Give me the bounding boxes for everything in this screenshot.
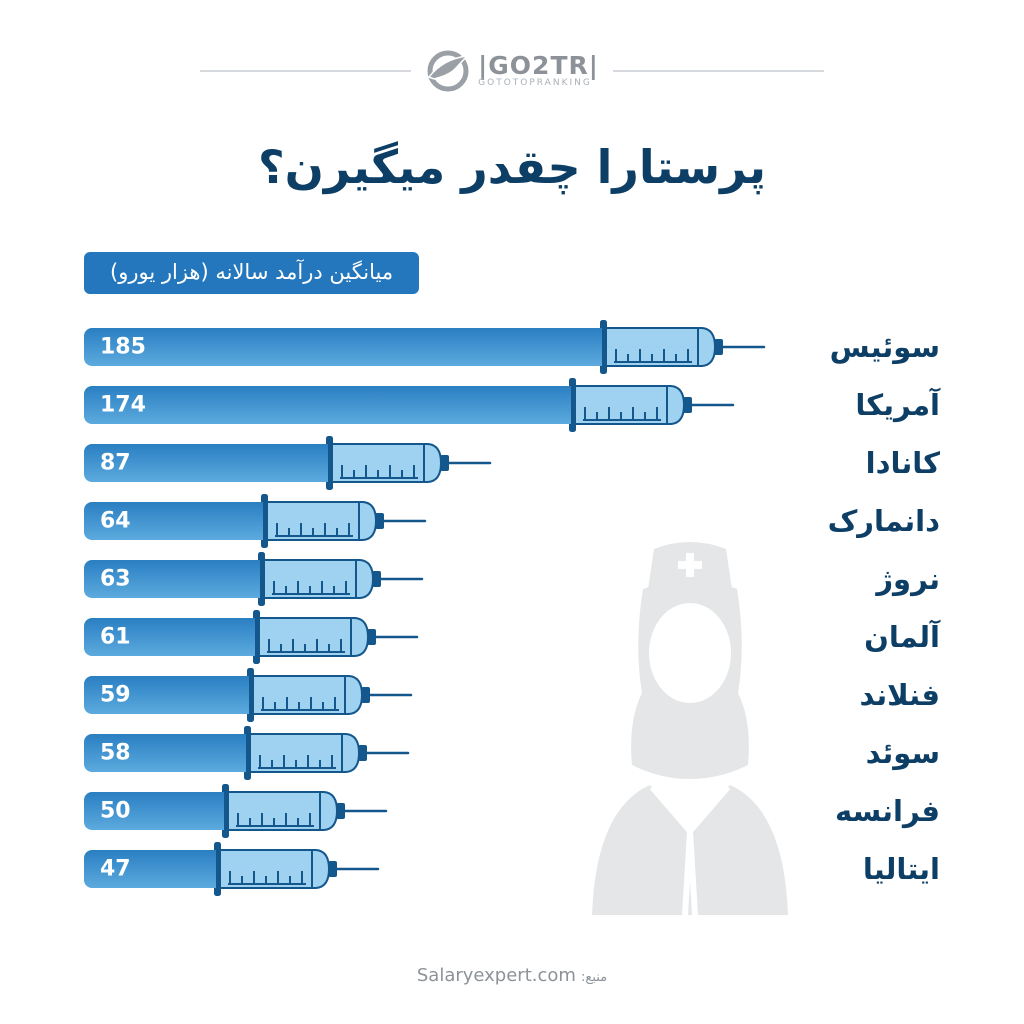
chart-row: 47 ایتالیا (0, 840, 1024, 898)
bar: 174 (84, 386, 571, 424)
divider-line-left (200, 70, 412, 72)
syringe-icon (247, 668, 413, 722)
bar-group: 58 (0, 725, 774, 781)
infographic-page: |GO2TR| GOTOTOPRANKING پرستارا چقدر میگی… (0, 0, 1024, 986)
chart-row: 87 کانادا (0, 434, 1024, 492)
nurse-watermark-icon (592, 542, 788, 916)
bar-group: 87 (0, 435, 774, 491)
chart-row: 58 سوئد (0, 724, 1024, 782)
bar-group: 47 (0, 841, 774, 897)
country-label: دانمارک (827, 504, 940, 538)
chart-row: 185 سوئیس (0, 318, 1024, 376)
chart-row: 50 فرانسه (0, 782, 1024, 840)
bar-group: 50 (0, 783, 774, 839)
go2tr-logo: |GO2TR| GOTOTOPRANKING (425, 48, 599, 94)
legend-badge: میانگین درآمد سالانه (هزار یورو) (84, 252, 420, 294)
source-value: Salaryexpert.com (416, 965, 576, 986)
bar: 63 (84, 560, 260, 598)
header: |GO2TR| GOTOTOPRANKING (0, 0, 1024, 94)
go2tr-logo-icon (427, 50, 470, 92)
bar-value: 47 (100, 856, 131, 882)
bar-group: 174 (0, 377, 774, 433)
country-label: ایتالیا (862, 852, 940, 886)
syringe-icon (261, 494, 427, 548)
country-label: آمریکا (855, 388, 940, 422)
logo-text: |GO2TR| GOTOTOPRANKING (478, 51, 599, 89)
country-label: فنلاند (859, 678, 941, 712)
bar-value: 87 (100, 450, 131, 476)
syringe-icon (600, 320, 766, 374)
bar-value: 174 (100, 392, 146, 418)
syringe-icon (214, 842, 380, 896)
bar-value: 61 (100, 624, 131, 650)
bar-group: 185 (0, 319, 774, 375)
bar-value: 59 (100, 682, 131, 708)
bar: 61 (84, 618, 255, 656)
bar-value: 50 (100, 798, 131, 824)
chart-row: 63 نروژ (0, 550, 1024, 608)
country-label: فرانسه (835, 794, 940, 828)
source-label: منبع: (581, 970, 608, 985)
bar: 59 (84, 676, 249, 714)
bar-value: 64 (100, 508, 131, 534)
country-label: کانادا (865, 446, 940, 480)
syringe-icon (222, 784, 388, 838)
bar: 64 (84, 502, 263, 540)
bar: 50 (84, 792, 224, 830)
chart-row: 64 دانمارک (0, 492, 1024, 550)
brand-tagline: GOTOTOPRANKING (478, 78, 592, 89)
chart-row: 59 فنلاند (0, 666, 1024, 724)
divider-line-right (612, 70, 825, 72)
bar-value: 185 (100, 334, 146, 360)
country-label: نروژ (876, 562, 940, 596)
bar: 185 (84, 328, 602, 366)
chart-row: 61 آلمان (0, 608, 1024, 666)
country-label: آلمان (864, 620, 940, 654)
bar: 47 (84, 850, 216, 888)
chart-row: 174 آمریکا (0, 376, 1024, 434)
bar-group: 59 (0, 667, 774, 723)
syringe-icon (326, 436, 492, 490)
bar-group: 63 (0, 551, 774, 607)
bar: 58 (84, 734, 246, 772)
source-note: منبع: Salaryexpert.com (0, 965, 1024, 986)
syringe-icon (569, 378, 735, 432)
bar-group: 61 (0, 609, 774, 665)
bar-value: 63 (100, 566, 131, 592)
page-title: پرستارا چقدر میگیرن؟ (257, 140, 767, 194)
bar-chart: 185 سوئیس 174 آمریکا 87 کانادا 64 (0, 318, 1024, 898)
bar-value: 58 (100, 740, 131, 766)
syringe-icon (258, 552, 424, 606)
country-label: سوئیس (829, 330, 940, 364)
bar-group: 64 (0, 493, 774, 549)
syringe-icon (253, 610, 419, 664)
country-label: سوئد (865, 736, 940, 770)
syringe-icon (244, 726, 410, 780)
brand-name: |GO2TR| (478, 51, 599, 81)
bar: 87 (84, 444, 328, 482)
